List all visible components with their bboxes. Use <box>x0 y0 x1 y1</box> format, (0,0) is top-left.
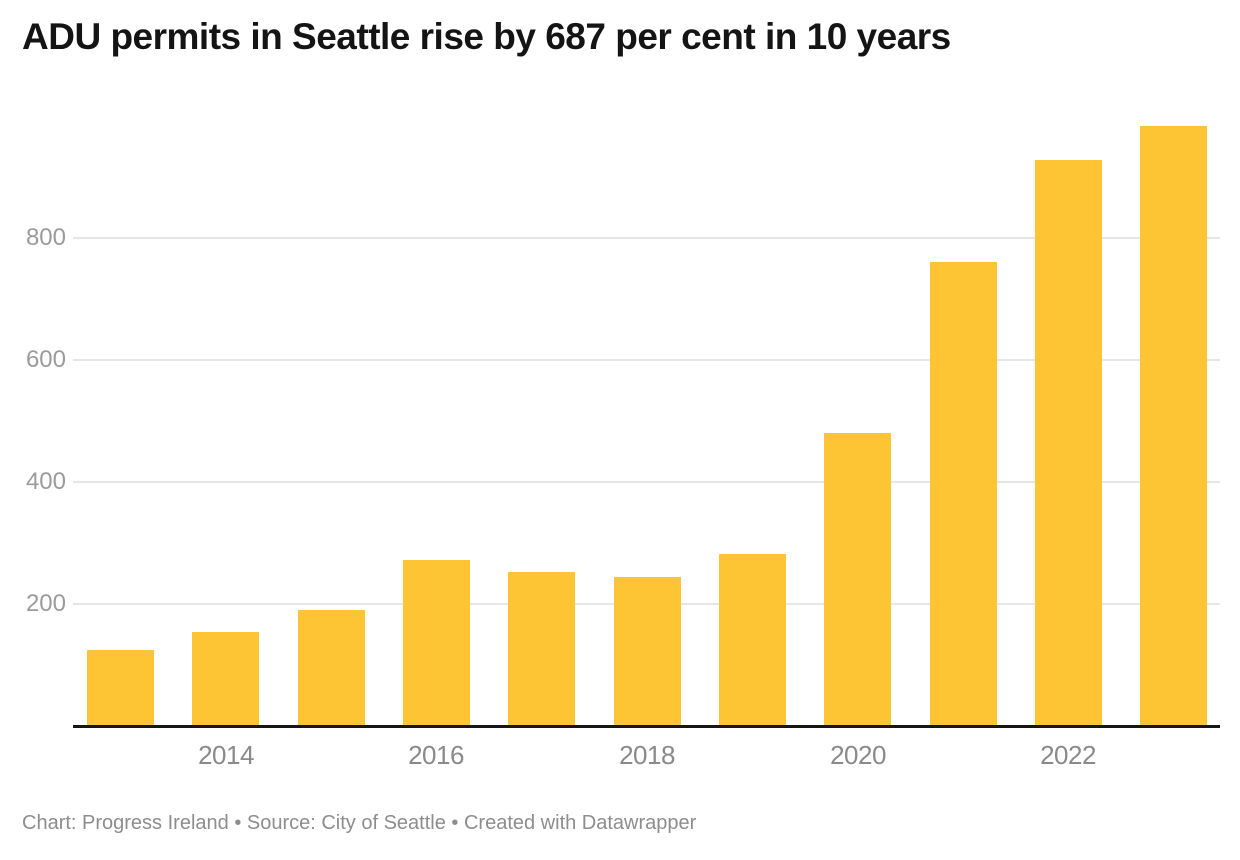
bar-2020 <box>824 433 891 726</box>
bar-2017 <box>508 572 575 726</box>
bar-2015 <box>298 610 365 726</box>
bar-2022 <box>1035 160 1102 726</box>
bar-2021 <box>930 262 997 726</box>
y-tick-400: 400 <box>25 468 66 496</box>
y-tick-600: 600 <box>25 346 66 374</box>
gridline-400 <box>73 481 1220 484</box>
x-tick-2022: 2022 <box>1040 740 1096 770</box>
bar-2016 <box>403 560 470 726</box>
x-tick-2018: 2018 <box>619 740 675 770</box>
gridline-800 <box>73 237 1220 240</box>
y-tick-200: 200 <box>25 590 66 618</box>
gridline-600 <box>73 359 1220 362</box>
x-tick-2014: 2014 <box>198 740 254 770</box>
x-tick-2020: 2020 <box>830 740 886 770</box>
y-tick-800: 800 <box>25 224 66 252</box>
x-axis-line <box>73 725 1220 728</box>
bar-2023 <box>1140 126 1207 726</box>
chart-footer: Chart: Progress Ireland • Source: City o… <box>22 812 697 834</box>
bar-2013 <box>87 650 154 726</box>
x-tick-2016: 2016 <box>408 740 464 770</box>
chart-title: ADU permits in Seattle rise by 687 per c… <box>22 16 951 57</box>
bar-2014 <box>192 632 259 726</box>
bar-2018 <box>614 577 681 726</box>
bar-2019 <box>719 554 786 726</box>
